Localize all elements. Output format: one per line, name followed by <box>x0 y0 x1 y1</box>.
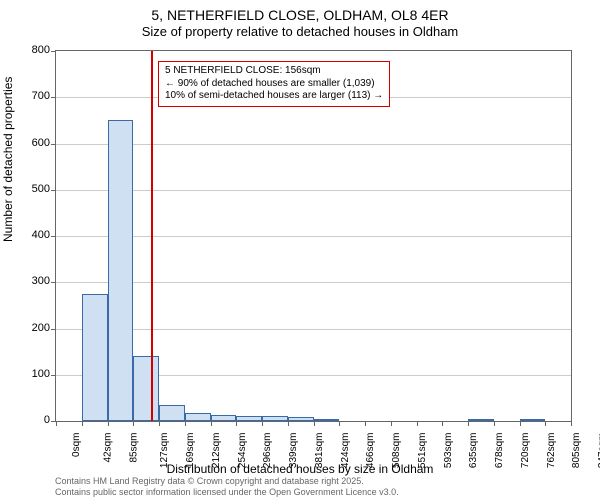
y-tick <box>51 190 56 191</box>
reference-line <box>151 51 153 421</box>
x-tick <box>288 421 289 426</box>
y-tick <box>51 51 56 52</box>
credit-line-1: Contains HM Land Registry data © Crown c… <box>55 476 399 487</box>
y-tick-label: 200 <box>32 322 50 334</box>
x-tick-label: 381sqm <box>314 433 325 469</box>
x-tick <box>211 421 212 426</box>
y-tick-label: 700 <box>32 90 50 102</box>
chart-container: 5, NETHERFIELD CLOSE, OLDHAM, OL8 4ER Si… <box>0 0 600 500</box>
x-tick <box>417 421 418 426</box>
histogram-bar <box>468 419 494 421</box>
x-tick <box>468 421 469 426</box>
x-tick-label: 339sqm <box>288 433 299 469</box>
x-tick <box>236 421 237 426</box>
y-axis-label: Number of detached properties <box>1 77 15 242</box>
x-tick-label: 296sqm <box>262 433 273 469</box>
x-tick-label: 635sqm <box>468 433 479 469</box>
y-tick <box>51 97 56 98</box>
y-tick-label: 500 <box>32 183 50 195</box>
x-tick-label: 127sqm <box>159 433 170 469</box>
y-tick <box>51 329 56 330</box>
histogram-bar <box>133 356 159 421</box>
y-tick <box>51 282 56 283</box>
plot-area: 5 NETHERFIELD CLOSE: 156sqm← 90% of deta… <box>55 50 572 422</box>
y-tick-label: 300 <box>32 275 50 287</box>
x-tick <box>185 421 186 426</box>
y-tick <box>51 144 56 145</box>
x-tick-label: 0sqm <box>71 433 82 457</box>
x-tick <box>442 421 443 426</box>
grid-line <box>56 190 571 191</box>
histogram-bar <box>520 419 546 421</box>
histogram-bar <box>314 419 340 421</box>
x-tick-label: 42sqm <box>102 433 113 463</box>
x-tick-label: 762sqm <box>546 433 557 469</box>
x-tick-label: 466sqm <box>365 433 376 469</box>
y-tick-label: 800 <box>32 44 50 56</box>
x-axis-label: Distribution of detached houses by size … <box>0 462 600 476</box>
x-tick-label: 720sqm <box>520 433 531 469</box>
credit-line-2: Contains public sector information licen… <box>55 487 399 498</box>
grid-line <box>56 329 571 330</box>
x-tick-label: 85sqm <box>128 433 139 463</box>
x-tick-label: 551sqm <box>417 433 428 469</box>
histogram-bar <box>159 405 185 421</box>
histogram-bar <box>211 415 237 421</box>
x-tick <box>108 421 109 426</box>
y-tick-label: 0 <box>44 414 50 426</box>
x-tick-label: 678sqm <box>494 433 505 469</box>
x-tick <box>365 421 366 426</box>
x-tick-label: 805sqm <box>571 433 582 469</box>
x-tick <box>571 421 572 426</box>
x-tick <box>56 421 57 426</box>
x-tick <box>391 421 392 426</box>
y-tick <box>51 375 56 376</box>
annotation-line: ← 90% of detached houses are smaller (1,… <box>165 78 383 91</box>
x-tick <box>314 421 315 426</box>
x-tick-label: 508sqm <box>391 433 402 469</box>
histogram-bar <box>288 417 314 421</box>
x-tick <box>494 421 495 426</box>
x-tick <box>520 421 521 426</box>
x-tick <box>133 421 134 426</box>
x-tick-label: 593sqm <box>443 433 454 469</box>
chart-title: 5, NETHERFIELD CLOSE, OLDHAM, OL8 4ER <box>0 0 600 24</box>
histogram-bar <box>108 120 134 421</box>
credits: Contains HM Land Registry data © Crown c… <box>55 476 399 498</box>
chart-subtitle: Size of property relative to detached ho… <box>0 24 600 43</box>
x-tick <box>159 421 160 426</box>
histogram-bar <box>236 416 262 421</box>
histogram-bar <box>185 413 211 421</box>
x-tick-label: 254sqm <box>237 433 248 469</box>
y-tick <box>51 236 56 237</box>
grid-line <box>56 282 571 283</box>
x-tick-label: 424sqm <box>340 433 351 469</box>
x-tick <box>545 421 546 426</box>
y-tick-label: 600 <box>32 137 50 149</box>
histogram-bar <box>82 294 108 421</box>
x-tick <box>82 421 83 426</box>
grid-line <box>56 144 571 145</box>
annotation-line: 5 NETHERFIELD CLOSE: 156sqm <box>165 65 383 78</box>
grid-line <box>56 236 571 237</box>
y-tick-label: 100 <box>32 368 50 380</box>
x-tick <box>339 421 340 426</box>
y-tick-label: 400 <box>32 229 50 241</box>
x-tick-label: 212sqm <box>211 433 222 469</box>
annotation-box: 5 NETHERFIELD CLOSE: 156sqm← 90% of deta… <box>158 61 390 107</box>
x-tick <box>262 421 263 426</box>
annotation-line: 10% of semi-detached houses are larger (… <box>165 90 383 103</box>
histogram-bar <box>262 416 288 421</box>
x-tick-label: 169sqm <box>185 433 196 469</box>
